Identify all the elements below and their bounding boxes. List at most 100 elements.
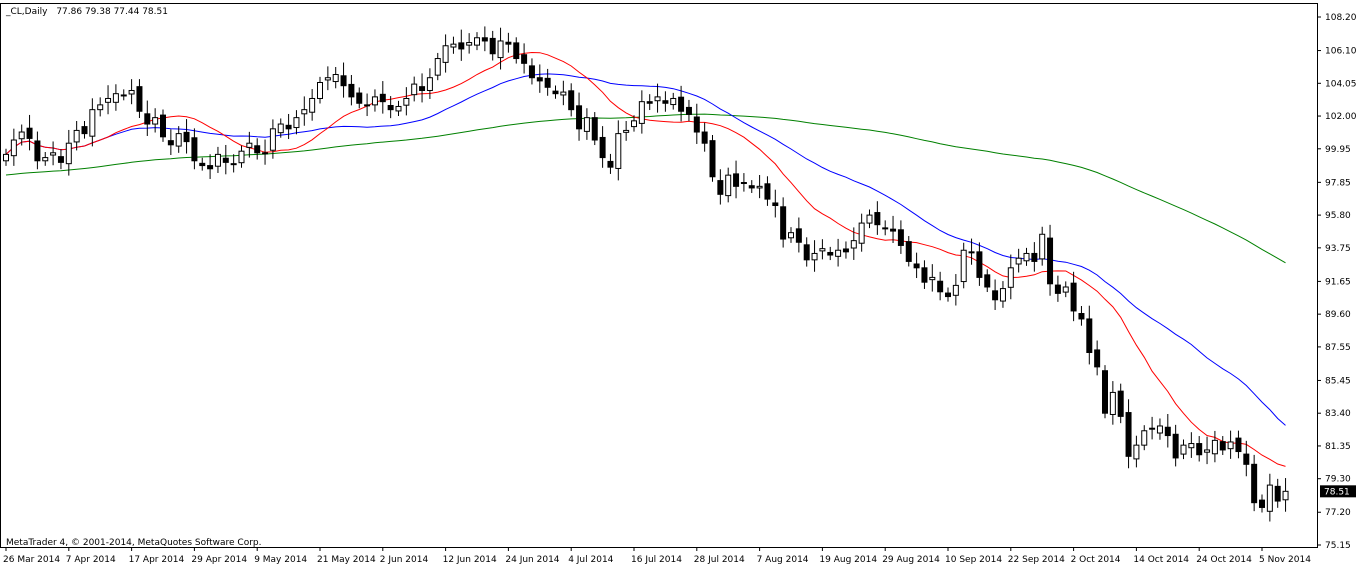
candle xyxy=(1266,473,1273,522)
y-tick-label: 75.15 xyxy=(1325,541,1351,551)
candle xyxy=(1133,435,1140,468)
candle-body-up xyxy=(1180,444,1187,455)
candle-body-up xyxy=(866,214,873,224)
candle-body-up xyxy=(18,131,25,140)
candle xyxy=(748,180,755,193)
candle xyxy=(827,246,834,261)
candle-body-down xyxy=(842,248,849,253)
candle-body-up xyxy=(450,43,457,48)
candle xyxy=(678,85,685,122)
candle xyxy=(324,66,331,91)
candle xyxy=(819,239,826,260)
candle-body-up xyxy=(474,37,480,46)
candle xyxy=(317,76,323,104)
candle-body-down xyxy=(685,106,692,115)
y-tick-label: 77.20 xyxy=(1325,508,1351,518)
candle-body-down xyxy=(521,54,528,64)
candle-body-down xyxy=(678,96,685,112)
candle-body-down xyxy=(356,92,363,104)
candle xyxy=(10,128,17,166)
candle-body-up xyxy=(426,77,433,91)
x-tick-label: 19 Aug 2014 xyxy=(819,555,877,565)
candle xyxy=(803,237,810,267)
x-tick-label: 9 May 2014 xyxy=(254,555,307,565)
x-tick-label: 26 Mar 2014 xyxy=(3,555,60,565)
candle xyxy=(670,92,677,110)
candle xyxy=(293,110,300,135)
candle-body-up xyxy=(1109,391,1116,415)
candle-body-down xyxy=(57,156,64,163)
candle-body-up xyxy=(50,152,57,156)
candle xyxy=(1259,494,1265,513)
candle-body-down xyxy=(1219,441,1226,451)
candle-body-down xyxy=(1243,453,1250,465)
candle-body-up xyxy=(670,97,677,106)
y-tick-label: 79.30 xyxy=(1325,475,1351,485)
candle xyxy=(835,238,842,267)
candle-body-up xyxy=(850,240,857,249)
candle xyxy=(1219,436,1226,455)
candle xyxy=(921,260,928,289)
y-tick-label: 93.75 xyxy=(1325,244,1351,254)
candle xyxy=(1125,399,1132,469)
candle-body-up xyxy=(497,40,504,59)
candle-body-up xyxy=(324,77,331,81)
candle-body-up xyxy=(442,45,449,63)
candle-body-down xyxy=(599,136,606,159)
candle-body-down xyxy=(1125,412,1132,457)
candle-body-up xyxy=(317,82,323,99)
candle-body-up xyxy=(128,89,135,95)
candle xyxy=(1054,275,1061,302)
candle xyxy=(426,68,433,99)
candle-body-down xyxy=(1196,443,1203,456)
candle xyxy=(693,103,700,144)
candle-body-up xyxy=(1156,425,1163,434)
candle xyxy=(1227,430,1234,459)
candle xyxy=(1149,416,1156,440)
candle xyxy=(254,138,261,160)
candle-body-up xyxy=(1227,441,1234,450)
candle xyxy=(489,30,496,61)
candle-body-down xyxy=(827,251,834,256)
candle-body-down xyxy=(199,162,206,167)
candle xyxy=(576,92,583,141)
candle xyxy=(285,113,292,140)
candle-body-up xyxy=(1188,443,1195,449)
candle xyxy=(65,129,72,176)
candle-body-down xyxy=(254,145,261,154)
candle-body-down xyxy=(285,124,292,130)
x-axis: 26 Mar 2014 7 Apr 2014 17 Apr 2014 29 Apr 2… xyxy=(3,547,1311,565)
candle-body-up xyxy=(560,91,567,96)
candle-body-down xyxy=(222,157,229,163)
candle xyxy=(583,108,590,140)
candle-body-down xyxy=(513,42,520,60)
candle-body-down xyxy=(937,280,944,293)
candle xyxy=(81,121,88,139)
candle xyxy=(112,84,119,111)
candle xyxy=(387,96,394,119)
candle xyxy=(167,129,174,156)
candle-body-up xyxy=(411,83,418,96)
y-tick-label: 97.85 xyxy=(1325,178,1351,188)
candle-body-down xyxy=(890,228,897,232)
candle-body-up xyxy=(811,252,818,261)
candle-body-down xyxy=(905,241,912,262)
candle xyxy=(591,112,598,146)
candle xyxy=(481,26,488,52)
candle xyxy=(623,121,630,141)
candle xyxy=(160,109,166,142)
candle-body-down xyxy=(733,173,740,187)
candle xyxy=(733,160,740,199)
candle-body-down xyxy=(1149,427,1156,430)
candle xyxy=(897,220,904,254)
candle-body-up xyxy=(65,142,72,165)
candle-body-down xyxy=(662,100,669,104)
x-tick-label: 17 Apr 2014 xyxy=(129,555,185,565)
y-tick-label: 108.20 xyxy=(1325,13,1357,23)
candle-body-down xyxy=(544,77,551,88)
candle-body-up xyxy=(42,157,49,162)
candles xyxy=(3,26,1289,522)
candle xyxy=(976,242,983,286)
ma-slow-line xyxy=(5,113,1286,264)
